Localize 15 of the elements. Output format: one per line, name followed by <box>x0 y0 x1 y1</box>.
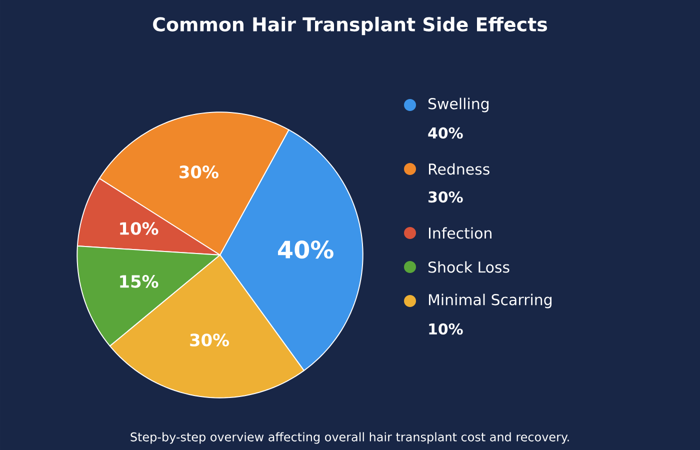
data-label: 40% <box>278 240 334 259</box>
data-label: 10% <box>120 222 158 235</box>
legend-label: Infection <box>428 227 492 239</box>
legend-label: Minimal Scarring <box>428 294 552 308</box>
data-label: 15% <box>120 275 158 288</box>
legend-label: Shock Loss <box>428 261 510 273</box>
text: Step-by-step overview affecting overall hair transplant cost and recovery. <box>130 432 569 444</box>
text: 30% <box>428 191 463 203</box>
legend-label: Redness <box>428 163 490 175</box>
legend-label: Swelling <box>428 98 488 112</box>
text: 40% <box>428 127 463 139</box>
chart-title: Common Hair Transplant Side Effects <box>153 16 547 36</box>
data-label: 30% <box>180 166 218 178</box>
data-label: 30% <box>190 334 230 346</box>
text: 10% <box>429 323 463 335</box>
